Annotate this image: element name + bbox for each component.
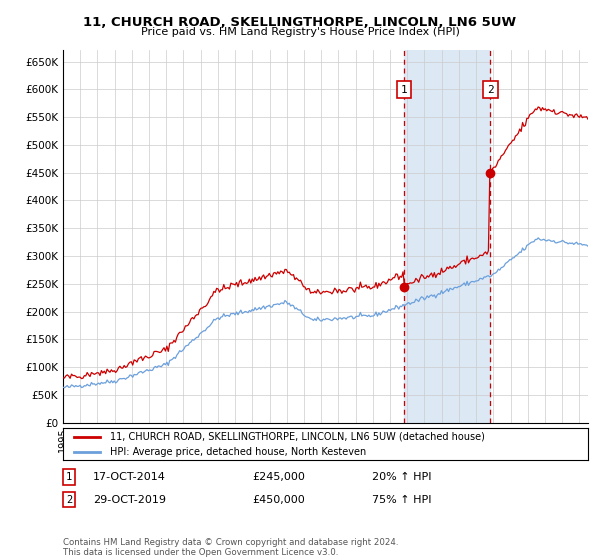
Text: 11, CHURCH ROAD, SKELLINGTHORPE, LINCOLN, LN6 5UW: 11, CHURCH ROAD, SKELLINGTHORPE, LINCOLN… <box>83 16 517 29</box>
Text: 75% ↑ HPI: 75% ↑ HPI <box>372 494 431 505</box>
Text: Price paid vs. HM Land Registry's House Price Index (HPI): Price paid vs. HM Land Registry's House … <box>140 27 460 37</box>
Text: 1: 1 <box>400 85 407 95</box>
Text: 2: 2 <box>66 494 72 505</box>
Text: 20% ↑ HPI: 20% ↑ HPI <box>372 472 431 482</box>
Text: 11, CHURCH ROAD, SKELLINGTHORPE, LINCOLN, LN6 5UW (detached house): 11, CHURCH ROAD, SKELLINGTHORPE, LINCOLN… <box>110 432 485 442</box>
Text: £450,000: £450,000 <box>252 494 305 505</box>
Text: 17-OCT-2014: 17-OCT-2014 <box>93 472 166 482</box>
Text: Contains HM Land Registry data © Crown copyright and database right 2024.
This d: Contains HM Land Registry data © Crown c… <box>63 538 398 557</box>
Text: 29-OCT-2019: 29-OCT-2019 <box>93 494 166 505</box>
Text: HPI: Average price, detached house, North Kesteven: HPI: Average price, detached house, Nort… <box>110 447 367 457</box>
Text: 1: 1 <box>66 472 72 482</box>
Bar <box>404 50 490 423</box>
Text: £245,000: £245,000 <box>252 472 305 482</box>
Text: 2: 2 <box>487 85 494 95</box>
